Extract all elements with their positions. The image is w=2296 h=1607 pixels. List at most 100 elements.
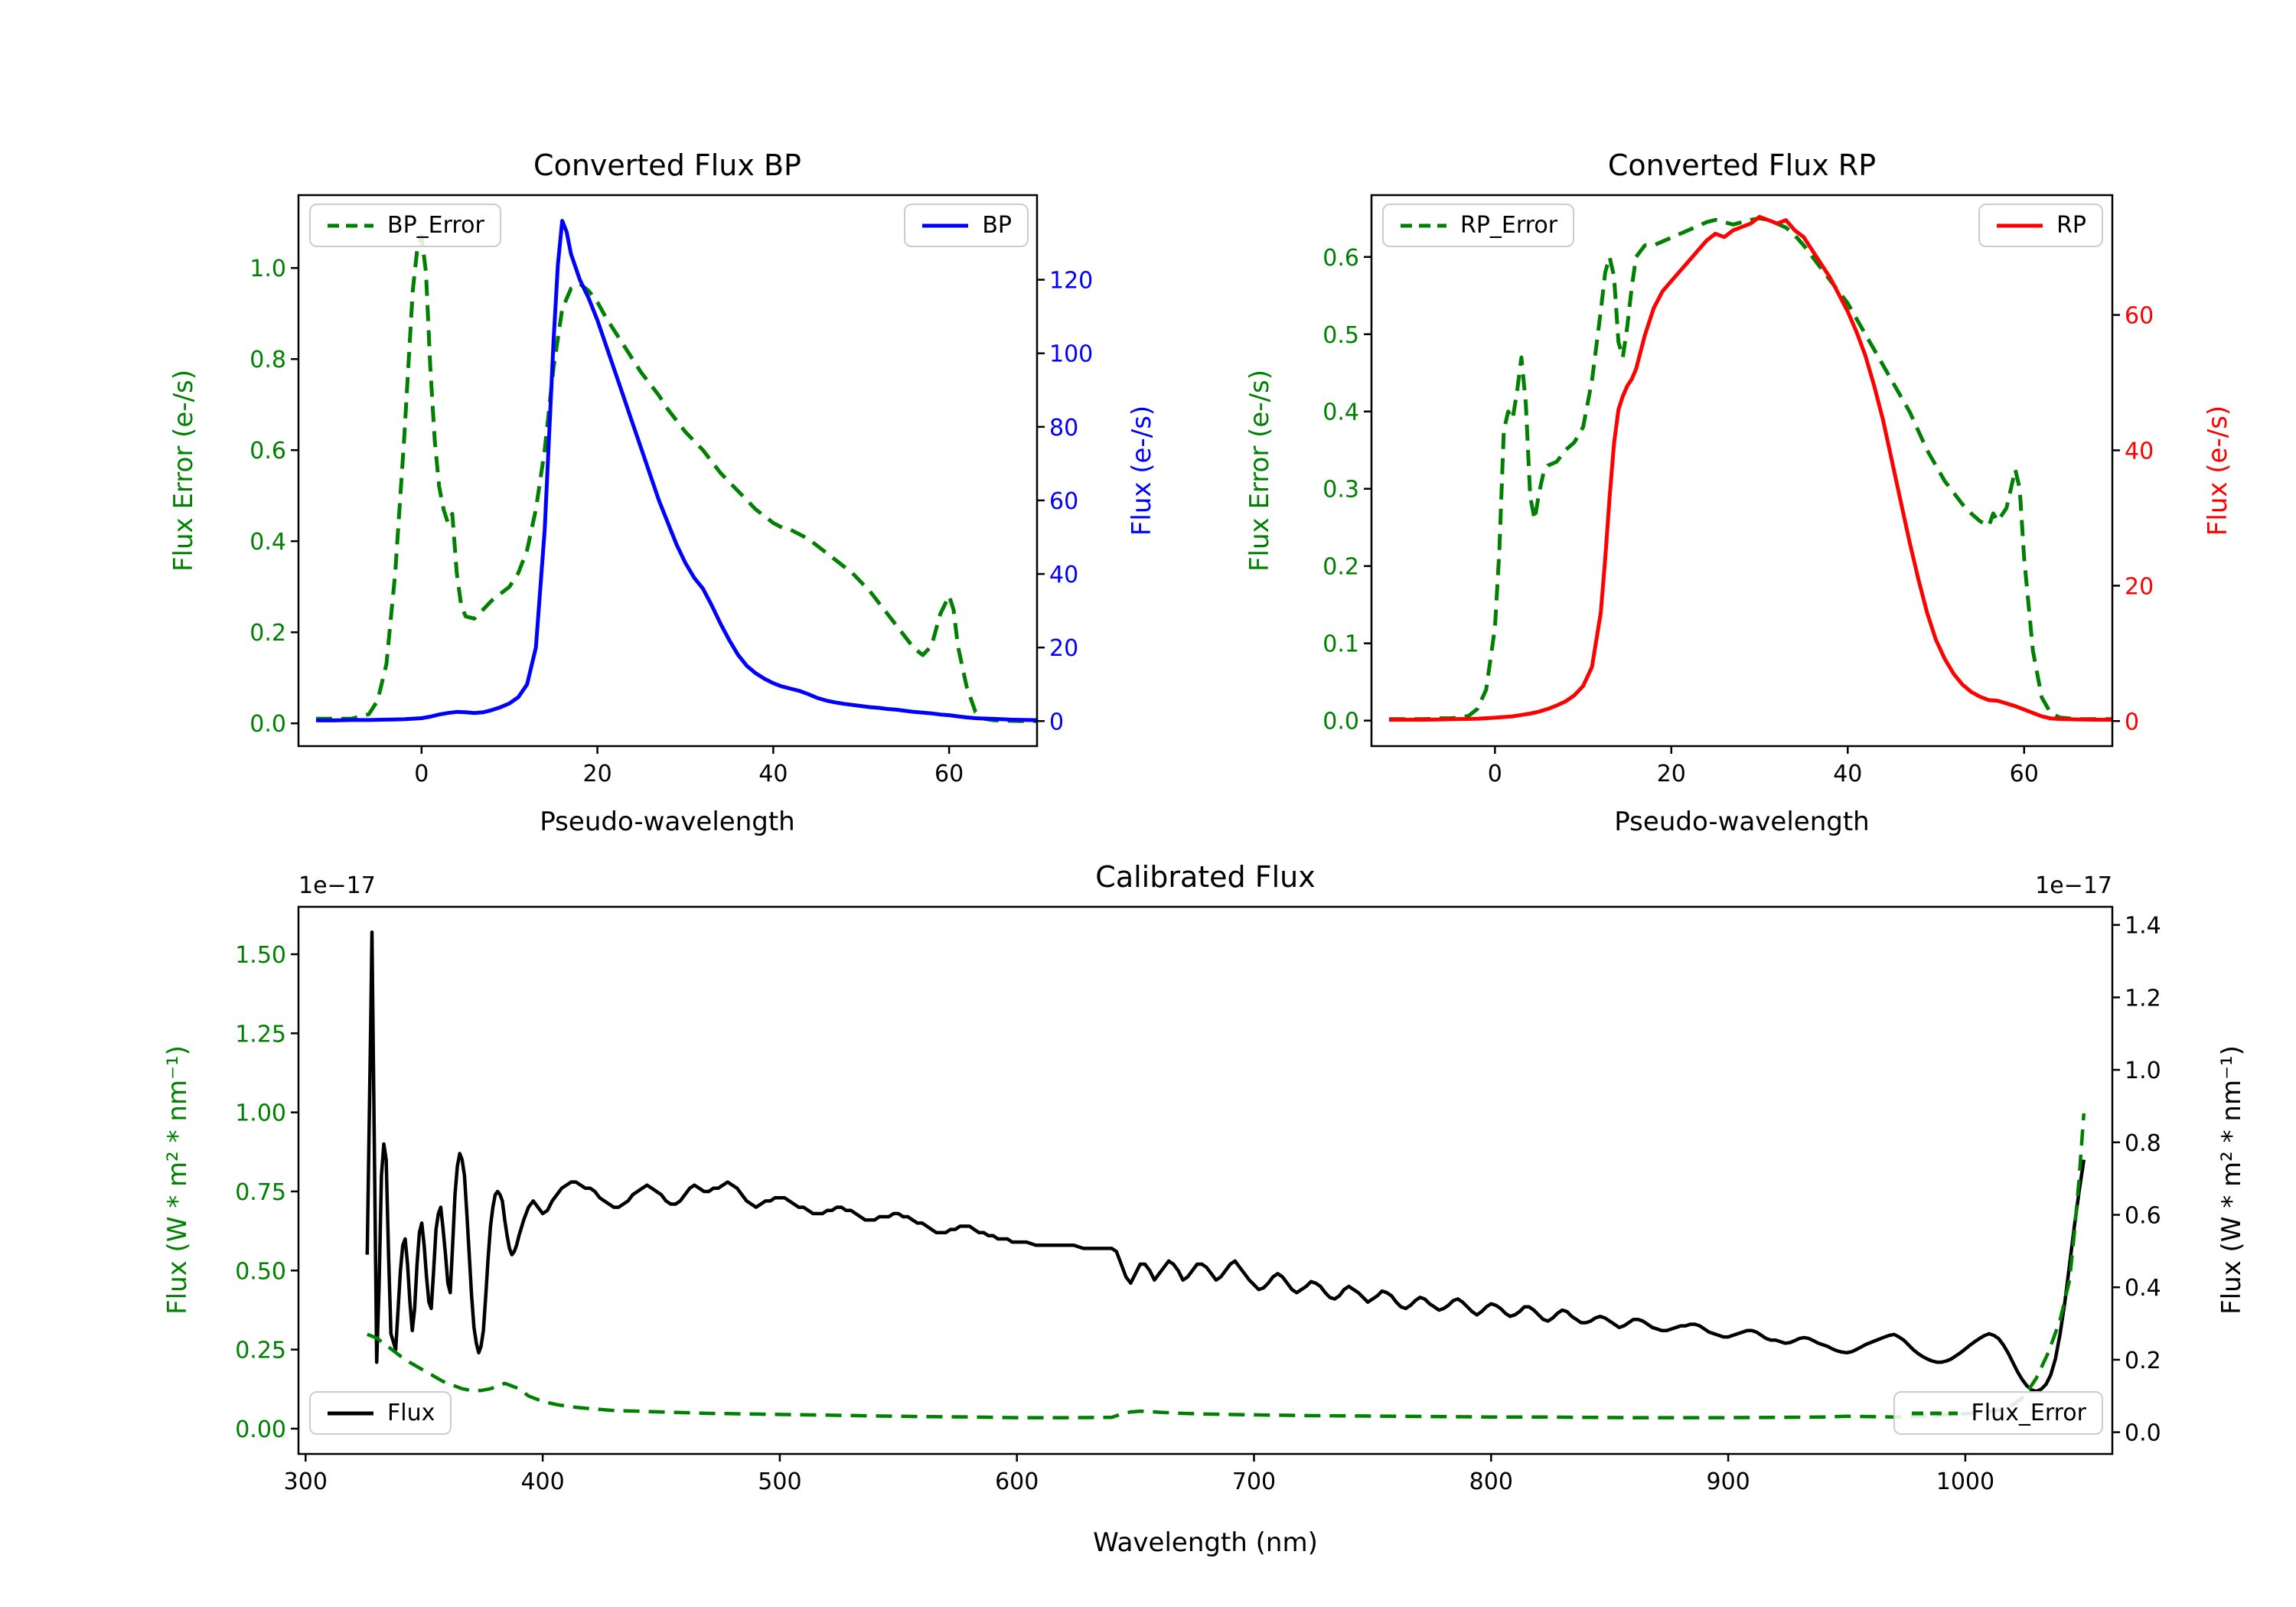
left-tick-label: 0.0 bbox=[1322, 709, 1359, 735]
left-tick-label: 0.5 bbox=[1322, 322, 1359, 349]
subplot-cal: 300 400 500 600 700 800 900 1000 0.00 0.25 0.50 0.7… bbox=[235, 905, 2161, 1495]
right-tick-label: 0.0 bbox=[2125, 1420, 2161, 1447]
x-tick-label: 0 bbox=[1488, 761, 1502, 787]
series-RP bbox=[1389, 214, 2112, 722]
series-BP bbox=[316, 219, 1038, 722]
legend-label: Flux_Error bbox=[1971, 1400, 2086, 1426]
bp-ylabel-right: Flux (e-/s) bbox=[1127, 405, 1157, 536]
dashed-line-icon bbox=[1401, 223, 1446, 227]
left-tick-label: 0.4 bbox=[249, 529, 286, 556]
right-tick-label: 0.4 bbox=[2125, 1275, 2161, 1302]
left-tick-label: 0.6 bbox=[249, 438, 286, 464]
right-tick-label: 0 bbox=[1049, 709, 1064, 735]
series-BP_Error bbox=[316, 234, 1037, 723]
rp-title: Converted Flux RP bbox=[1607, 148, 1877, 182]
legend-rp: RP bbox=[1978, 204, 2103, 247]
x-tick-label: 20 bbox=[1657, 761, 1686, 787]
solid-line-icon bbox=[328, 1411, 373, 1415]
right-tick-label: 60 bbox=[2125, 303, 2154, 330]
x-tick-label: 20 bbox=[583, 761, 612, 787]
axes-frame bbox=[297, 905, 2114, 1455]
bp-ylabel-left: Flux Error (e-/s) bbox=[168, 369, 199, 572]
right-tick-label: 20 bbox=[2125, 573, 2154, 600]
subplot-rp: 0 20 40 60 0.0 0.1 0.2 0.3 0.4 0.5 0.6 0 20 40 60 bbox=[1322, 194, 2154, 787]
left-tick-label: 0.8 bbox=[249, 347, 286, 373]
legend-label: BP_Error bbox=[387, 212, 484, 239]
right-tick-label: 0.8 bbox=[2125, 1130, 2161, 1157]
left-tick-label: 0.2 bbox=[249, 620, 286, 647]
x-tick-label: 60 bbox=[2010, 761, 2039, 787]
left-tick-label: 0.25 bbox=[235, 1338, 286, 1364]
x-tick-label: 0 bbox=[414, 761, 429, 787]
legend-flux-error: Flux_Error bbox=[1893, 1391, 2103, 1435]
right-tick-label: 80 bbox=[1049, 415, 1078, 442]
axes-frame bbox=[1370, 194, 2114, 748]
left-tick-label: 1.25 bbox=[235, 1021, 286, 1048]
cal-offset-left: 1e−17 bbox=[298, 872, 376, 899]
right-tick-label: 0.6 bbox=[2125, 1202, 2161, 1229]
left-tick-label: 1.0 bbox=[249, 256, 286, 282]
subplot-bp: 0 20 40 60 0.0 0.2 0.4 0.6 0.8 1.0 0 20 40 60 80 100 120 bbox=[249, 194, 1093, 787]
cal-ylabel-left: Flux (W * m² * nm⁻¹) bbox=[162, 1045, 193, 1315]
legend-bp-error: BP_Error bbox=[309, 204, 501, 247]
left-tick-label: 0.1 bbox=[1322, 631, 1359, 658]
right-tick-label: 0 bbox=[2125, 709, 2139, 735]
legend-label: BP bbox=[982, 212, 1012, 239]
axes-frame bbox=[297, 194, 1039, 748]
bp-xlabel: Pseudo-wavelength bbox=[540, 807, 795, 837]
legend-flux: Flux bbox=[309, 1391, 452, 1435]
right-tick-label: 120 bbox=[1049, 268, 1093, 295]
dashed-line-icon bbox=[1911, 1411, 1958, 1415]
left-tick-label: 0.0 bbox=[249, 711, 286, 738]
right-tick-label: 1.0 bbox=[2125, 1058, 2161, 1084]
rp-xlabel: Pseudo-wavelength bbox=[1614, 807, 1870, 837]
legend-label: RP_Error bbox=[1460, 212, 1558, 239]
x-tick-label: 60 bbox=[934, 761, 964, 787]
left-tick-label: 0.75 bbox=[235, 1179, 286, 1206]
right-tick-label: 60 bbox=[1049, 488, 1078, 515]
cal-xlabel: Wavelength (nm) bbox=[1093, 1527, 1318, 1558]
rp-ylabel-left: Flux Error (e-/s) bbox=[1244, 369, 1275, 572]
right-tick-label: 1.4 bbox=[2125, 913, 2161, 940]
dashed-line-icon bbox=[328, 223, 373, 227]
left-tick-label: 0.00 bbox=[235, 1416, 286, 1443]
solid-line-icon bbox=[922, 223, 969, 227]
legend-bp: BP bbox=[904, 204, 1029, 247]
cal-title: Calibrated Flux bbox=[1095, 860, 1316, 894]
x-tick-label: 400 bbox=[520, 1468, 564, 1495]
x-tick-label: 40 bbox=[758, 761, 788, 787]
x-tick-label: 1000 bbox=[1936, 1468, 1994, 1495]
x-tick-label: 300 bbox=[284, 1468, 328, 1495]
legend-label: Flux bbox=[387, 1400, 435, 1426]
x-tick-label: 40 bbox=[1833, 761, 1862, 787]
left-tick-label: 1.00 bbox=[235, 1100, 286, 1127]
left-tick-label: 0.2 bbox=[1322, 554, 1359, 581]
right-tick-label: 20 bbox=[1049, 635, 1078, 662]
left-tick-label: 0.6 bbox=[1322, 245, 1359, 272]
rp-ylabel-right: Flux (e-/s) bbox=[2203, 405, 2233, 536]
series-Flux bbox=[365, 930, 2086, 1393]
x-tick-label: 900 bbox=[1706, 1468, 1750, 1495]
legend-label: RP bbox=[2056, 212, 2086, 239]
left-tick-label: 0.4 bbox=[1322, 399, 1359, 426]
left-tick-label: 1.50 bbox=[235, 942, 286, 969]
right-tick-label: 40 bbox=[1049, 562, 1078, 588]
legend-rp-error: RP_Error bbox=[1382, 204, 1575, 247]
x-tick-label: 600 bbox=[995, 1468, 1039, 1495]
series-RP_Error bbox=[1389, 216, 2112, 722]
left-tick-label: 0.50 bbox=[235, 1258, 286, 1285]
cal-offset-right: 1e−17 bbox=[2035, 872, 2112, 899]
bp-title: Converted Flux BP bbox=[533, 148, 801, 182]
right-tick-label: 100 bbox=[1049, 341, 1093, 368]
x-tick-label: 500 bbox=[758, 1468, 801, 1495]
x-tick-label: 700 bbox=[1232, 1468, 1276, 1495]
solid-line-icon bbox=[1997, 223, 2043, 227]
cal-ylabel-right: Flux (W * m² * nm⁻¹) bbox=[2216, 1045, 2247, 1315]
right-tick-label: 40 bbox=[2125, 438, 2154, 464]
series-Flux_Error bbox=[366, 1113, 2086, 1420]
x-tick-label: 800 bbox=[1469, 1468, 1513, 1495]
left-tick-label: 0.3 bbox=[1322, 477, 1359, 504]
right-tick-label: 1.2 bbox=[2125, 985, 2161, 1012]
